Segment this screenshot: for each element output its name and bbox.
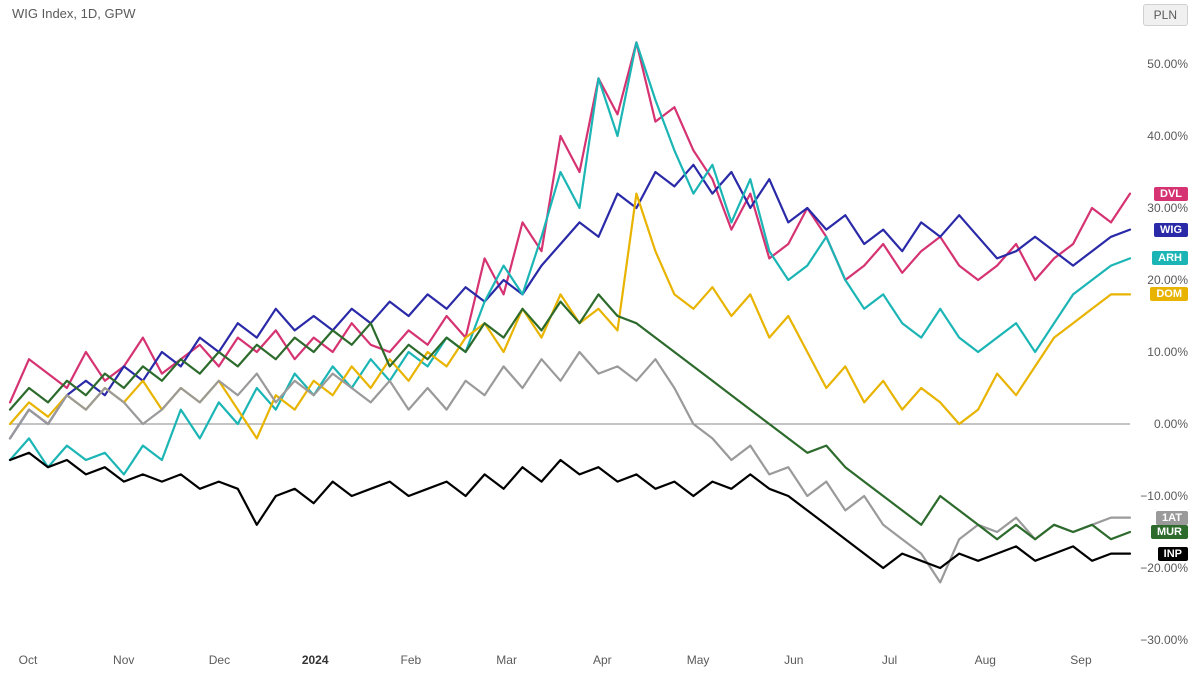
series-tag-arh[interactable]: ARH (1152, 251, 1188, 265)
x-tick-label: Apr (593, 653, 612, 667)
y-tick-label: 0.00% (1154, 417, 1188, 431)
y-tick-label: 50.00% (1147, 57, 1188, 71)
y-tick-label: −30.00% (1140, 633, 1188, 647)
y-tick-label: 30.00% (1147, 201, 1188, 215)
x-tick-label: Dec (209, 653, 230, 667)
series-line-dvl (10, 42, 1130, 402)
x-tick-label: Aug (975, 653, 996, 667)
series-line-arh (10, 42, 1130, 474)
y-tick-label: 20.00% (1147, 273, 1188, 287)
x-tick-label: Nov (113, 653, 134, 667)
series-line-dom (10, 194, 1130, 439)
series-tag-mur[interactable]: MUR (1151, 525, 1188, 539)
x-tick-label: Mar (496, 653, 517, 667)
y-tick-label: 10.00% (1147, 345, 1188, 359)
series-tag-wig[interactable]: WIG (1154, 223, 1188, 237)
chart-plot (0, 0, 1200, 675)
series-tag-dom[interactable]: DOM (1150, 287, 1188, 301)
x-tick-label: Feb (401, 653, 422, 667)
series-line-wig (10, 165, 1130, 439)
x-tick-label: Sep (1070, 653, 1091, 667)
stock-comparison-chart: WIG Index, 1D, GPW PLN −30.00%−20.00%−10… (0, 0, 1200, 675)
series-line-inp (10, 453, 1130, 568)
series-tag-1at[interactable]: 1AT (1156, 511, 1188, 525)
x-tick-label: May (687, 653, 710, 667)
y-tick-label: −10.00% (1140, 489, 1188, 503)
series-tag-dvl[interactable]: DVL (1154, 187, 1188, 201)
series-tag-inp[interactable]: INP (1158, 547, 1188, 561)
x-tick-label: Oct (19, 653, 38, 667)
x-tick-label: 2024 (302, 653, 329, 667)
y-tick-label: 40.00% (1147, 129, 1188, 143)
x-tick-label: Jul (882, 653, 897, 667)
y-tick-label: −20.00% (1140, 561, 1188, 575)
x-tick-label: Jun (784, 653, 803, 667)
